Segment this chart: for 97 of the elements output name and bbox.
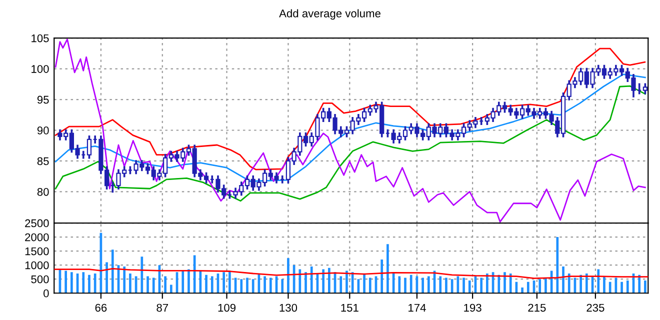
line-series xyxy=(54,268,648,279)
x-tick-label: 87 xyxy=(156,304,168,312)
bar xyxy=(82,272,85,294)
bar xyxy=(340,276,342,294)
x-tick-label: 130 xyxy=(280,304,298,312)
bar xyxy=(222,272,226,294)
bar xyxy=(568,274,570,294)
bar xyxy=(404,278,406,294)
bar xyxy=(398,276,401,294)
bar xyxy=(422,278,424,294)
bar xyxy=(380,259,384,294)
bar xyxy=(608,282,612,294)
chart-title: Add average volume xyxy=(279,9,380,20)
bar xyxy=(521,288,524,294)
bar xyxy=(123,266,126,294)
bar xyxy=(188,269,190,294)
bar xyxy=(544,278,547,294)
bar xyxy=(603,276,606,294)
y-tick-label: 90 xyxy=(37,126,49,134)
bar xyxy=(468,280,471,294)
bar xyxy=(462,278,465,294)
bar xyxy=(170,284,172,294)
bar xyxy=(580,274,582,294)
x-tick-label: 193 xyxy=(464,304,482,312)
bar xyxy=(111,250,114,294)
bar xyxy=(210,276,214,294)
line-series xyxy=(54,48,646,170)
bar xyxy=(586,274,588,294)
bar xyxy=(64,270,67,294)
bar xyxy=(182,270,184,294)
bar xyxy=(304,272,307,294)
bar xyxy=(368,278,372,294)
y-tick-label: 2000 xyxy=(25,233,49,242)
bar xyxy=(486,274,488,294)
bar xyxy=(445,278,448,294)
bar xyxy=(328,268,330,294)
bar xyxy=(638,274,641,294)
bar xyxy=(351,272,354,294)
bar xyxy=(252,279,254,294)
bar xyxy=(264,276,266,294)
bar xyxy=(427,276,430,294)
bar xyxy=(70,272,73,294)
y-tick-label: 100 xyxy=(32,65,49,73)
candlestick xyxy=(642,83,648,94)
y-tick-label: 105 xyxy=(32,34,49,42)
bar xyxy=(480,278,482,294)
x-tick-label: 66 xyxy=(95,304,107,312)
bar xyxy=(556,237,559,294)
bar xyxy=(228,270,231,294)
bar xyxy=(281,279,284,294)
bar xyxy=(346,270,348,294)
bar xyxy=(152,278,155,294)
y-tick-label: 80 xyxy=(37,188,49,196)
bar xyxy=(439,276,442,294)
bar xyxy=(106,262,108,294)
bar xyxy=(88,274,90,294)
x-tick-label: 174 xyxy=(408,304,426,312)
y-tick-label: 85 xyxy=(37,157,49,166)
bar xyxy=(644,280,646,294)
line-series xyxy=(54,38,646,223)
bar xyxy=(129,274,132,294)
bar xyxy=(410,274,412,294)
y-tick-label: 1000 xyxy=(25,261,49,270)
y-tick-label: 500 xyxy=(31,275,49,284)
line-series xyxy=(54,85,646,202)
bar xyxy=(386,244,389,294)
candlestick xyxy=(86,135,92,159)
bar xyxy=(620,282,623,294)
bar xyxy=(509,274,512,294)
bar xyxy=(246,278,248,294)
bar xyxy=(504,272,506,294)
y-tick-label: 1500 xyxy=(25,247,49,256)
x-tick-label: 215 xyxy=(528,304,546,312)
bar xyxy=(322,269,324,294)
y-tick-label: 95 xyxy=(37,96,49,104)
x-tick-label: 109 xyxy=(218,304,236,312)
bar xyxy=(146,276,149,294)
bar xyxy=(498,274,500,294)
bar xyxy=(363,274,366,294)
bar xyxy=(140,256,144,294)
bar xyxy=(164,276,166,294)
bar xyxy=(240,279,243,294)
bar xyxy=(626,280,629,294)
x-tick-label: 151 xyxy=(341,304,358,312)
x-tick-label: 235 xyxy=(586,304,604,312)
y-tick-label: 2500 xyxy=(25,219,49,228)
bar xyxy=(269,278,272,294)
y-tick-label: 0 xyxy=(44,289,49,298)
bar xyxy=(94,274,96,294)
bar xyxy=(562,266,564,294)
bar xyxy=(526,282,530,294)
bar xyxy=(310,266,313,294)
bar xyxy=(205,274,208,294)
bar xyxy=(538,279,542,294)
bar xyxy=(597,269,600,294)
bar xyxy=(298,269,302,294)
bar xyxy=(287,258,290,294)
